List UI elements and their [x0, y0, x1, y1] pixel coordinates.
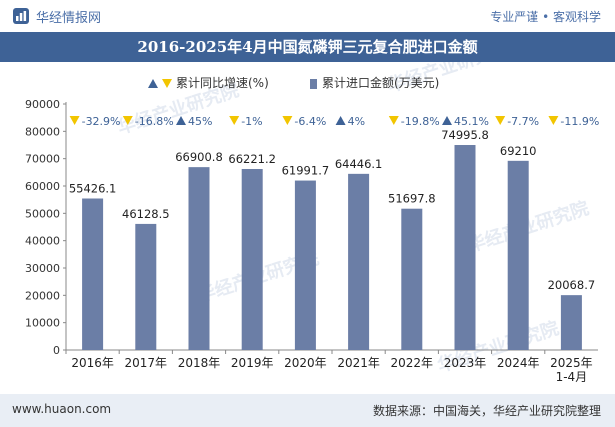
growth-up-triangle-icon	[442, 116, 452, 125]
growth-up-triangle-icon	[176, 116, 186, 125]
x-category-label: 2020年	[284, 356, 327, 370]
y-tick-label: 80000	[25, 125, 60, 138]
huajing-logo-icon	[13, 8, 29, 24]
growth-value-label: 45.1%	[454, 115, 489, 128]
legend-growth-label: 累计同比增速(%)	[176, 76, 269, 90]
growth-down-triangle-icon	[495, 116, 506, 125]
bar-value-label: 55426.1	[69, 182, 117, 196]
bar-amount	[188, 167, 210, 350]
x-category-label: 2019年	[231, 356, 274, 370]
y-tick-label: 20000	[25, 289, 60, 302]
y-tick-label: 60000	[25, 180, 60, 193]
growth-down-triangle-icon	[388, 116, 399, 125]
bar-amount	[294, 180, 316, 350]
growth-down-triangle-icon	[229, 116, 240, 125]
x-category-label: 2023年	[444, 356, 487, 370]
bar-value-label: 66221.2	[228, 152, 276, 166]
bar-value-label: 74995.8	[441, 128, 489, 142]
growth-value-label: -11.9%	[560, 115, 599, 128]
chart-area: 华经产业研究院华经产业研究院华经产业研究院华经产业研究院华经产业研究院累计同比增…	[25, 62, 599, 384]
y-tick-label: 50000	[25, 207, 60, 220]
y-tick-label: 30000	[25, 262, 60, 275]
bar-value-label: 51697.8	[388, 192, 436, 206]
growth-value-label: -16.8%	[135, 115, 174, 128]
x-category-label: 1-4月	[556, 370, 588, 384]
x-category-label: 2017年	[125, 356, 168, 370]
data-source: 数据来源：中国海关，华经产业研究院整理	[372, 404, 601, 418]
y-tick-label: 10000	[25, 317, 60, 330]
bar-value-label: 64446.1	[335, 157, 383, 171]
bar-value-label: 66900.8	[175, 150, 223, 164]
site-tagline: 专业严谨 • 客观科学	[490, 10, 601, 24]
bar-value-label: 20068.7	[548, 278, 596, 292]
legend-triangle-up-icon	[148, 79, 158, 88]
growth-down-triangle-icon	[548, 116, 559, 125]
footer-bar: www.huaon.com 数据来源：中国海关，华经产业研究院整理	[0, 394, 615, 427]
growth-up-triangle-icon	[335, 116, 346, 125]
growth-value-label: -6.4%	[294, 115, 326, 128]
bar-value-label: 69210	[500, 144, 537, 158]
growth-value-label: 45%	[188, 115, 212, 128]
bar-value-label: 46128.5	[122, 207, 170, 221]
growth-down-triangle-icon	[282, 116, 293, 125]
growth-down-triangle-icon	[122, 116, 133, 125]
growth-value-label: -7.7%	[507, 115, 539, 128]
growth-value-label: -1%	[241, 115, 262, 128]
bar-amount	[401, 208, 423, 350]
bar-amount	[241, 168, 263, 350]
x-category-label: 2018年	[178, 356, 221, 370]
legend-amount-label: 累计进口金额(万美元)	[322, 75, 439, 90]
chart-title: 2016-2025年4月中国氮磷钾三元复合肥进口金额	[137, 38, 478, 56]
growth-value-label: -19.8%	[401, 115, 440, 128]
growth-down-triangle-icon	[69, 116, 80, 125]
top-bar: 华经情报网 专业严谨 • 客观科学	[0, 0, 615, 32]
site-name: 华经情报网	[36, 11, 102, 26]
bar-amount	[560, 295, 582, 350]
legend-triangle-down-icon	[162, 79, 172, 88]
bar-value-label: 61991.7	[282, 164, 330, 178]
y-tick-label: 70000	[25, 153, 60, 166]
bar-amount	[454, 145, 476, 350]
bar-amount	[82, 198, 104, 350]
bar-amount	[348, 173, 370, 350]
x-category-label: 2025年	[550, 356, 593, 370]
x-category-label: 2021年	[337, 356, 380, 370]
growth-value-label: -32.9%	[82, 115, 121, 128]
growth-value-label: 4%	[348, 115, 365, 128]
x-category-label: 2022年	[391, 356, 434, 370]
bar-amount	[135, 223, 157, 350]
y-tick-label: 90000	[25, 98, 60, 111]
y-tick-label: 0	[53, 344, 60, 357]
x-category-label: 2016年	[71, 356, 114, 370]
bar-amount	[507, 160, 529, 350]
title-band: 2016-2025年4月中国氮磷钾三元复合肥进口金额	[0, 32, 615, 62]
legend-amount-swatch	[310, 79, 317, 89]
website-link[interactable]: www.huaon.com	[12, 402, 112, 416]
x-category-label: 2024年	[497, 356, 540, 370]
y-tick-label: 40000	[25, 235, 60, 248]
